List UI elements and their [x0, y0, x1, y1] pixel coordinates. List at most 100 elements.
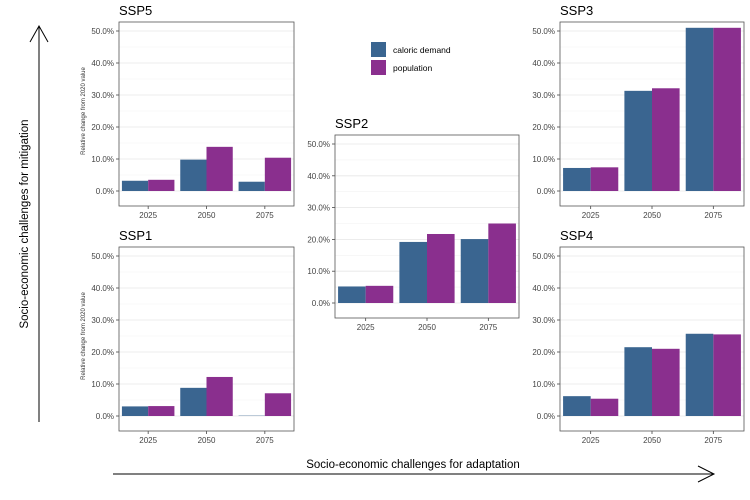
bar-ssp4-2025-caloric-demand — [563, 396, 591, 416]
bar-ssp4-2050-caloric-demand — [624, 347, 652, 416]
x-tick-label: 2050 — [643, 211, 661, 220]
panel-ssp5: SSP5 0.0% 10.0% 20.0% 30.0% 40.0% 50.0% 2025 205… — [81, 3, 295, 220]
x-tick-label: 2025 — [139, 211, 157, 220]
panel-title-ssp5: SSP5 — [119, 3, 152, 18]
y-tick-label: 0.0% — [537, 412, 555, 421]
bar-ssp2-2025-population — [365, 285, 394, 303]
bar-ssp2-2075-caloric-demand — [460, 239, 489, 303]
y-tick-label: 0.0% — [537, 187, 555, 196]
bar-ssp3-2050-population — [652, 88, 680, 191]
legend-swatch-caloric-demand — [371, 42, 386, 57]
bar-ssp3-2075-caloric-demand — [685, 27, 714, 191]
bar-ssp1-2050-caloric-demand — [180, 387, 207, 416]
y-tick-label: 30.0% — [532, 316, 555, 325]
x-tick-label: 2075 — [479, 323, 497, 332]
panel-frame — [559, 246, 745, 432]
panel-ssp4: SSP4 0.0% 10.0% 20.0% 30.0% 40.0% 50.0% 2025 205… — [532, 228, 745, 445]
legend-label-caloric-demand: caloric demand — [393, 45, 451, 55]
bar-ssp4-2075-caloric-demand — [685, 333, 714, 416]
bar-ssp5-2050-caloric-demand — [180, 159, 207, 191]
y-tick-label: 50.0% — [532, 252, 555, 261]
y-tick-label: 10.0% — [91, 380, 114, 389]
bar-ssp5-2025-caloric-demand — [121, 180, 149, 191]
bar-ssp1-2075-population — [264, 393, 292, 416]
bar-ssp1-2025-caloric-demand — [121, 406, 149, 416]
bar-ssp1-2050-population — [206, 376, 233, 416]
y-tick-label: 30.0% — [91, 316, 114, 325]
bar-ssp4-2075-population — [713, 334, 741, 416]
y-tick-label: 10.0% — [532, 380, 555, 389]
y-tick-label: 50.0% — [532, 27, 555, 36]
panel-ssp3: SSP3 0.0% 10.0% 20.0% 30.0% 40.0% 50.0% 2025 205… — [532, 3, 745, 220]
y-tick-label: 50.0% — [91, 27, 114, 36]
bar-ssp1-2025-population — [148, 406, 175, 416]
bar-ssp4-2025-population — [590, 398, 619, 416]
panel-title-ssp2: SSP2 — [335, 116, 368, 131]
bar-ssp5-2025-population — [148, 179, 175, 191]
x-tick-label: 2075 — [704, 436, 722, 445]
x-arrow-label: Socio-economic challenges for adaptation — [306, 459, 520, 471]
y-tick-label: 30.0% — [91, 91, 114, 100]
y-tick-label: 40.0% — [532, 59, 555, 68]
panel-frame — [334, 134, 520, 319]
y-tick-label: 10.0% — [91, 155, 114, 164]
y-arrow-label: Socio-economic challenges for mitigation — [19, 119, 31, 328]
bar-ssp2-2075-population — [488, 223, 516, 303]
x-tick-label: 2050 — [198, 436, 216, 445]
bar-ssp3-2075-population — [713, 27, 741, 191]
y-tick-label: 50.0% — [307, 140, 330, 149]
y-axis-label: Relative change from 2020 value — [81, 291, 87, 379]
y-tick-label: 20.0% — [307, 235, 330, 244]
x-tick-label: 2050 — [198, 211, 216, 220]
y-tick-label: 20.0% — [532, 348, 555, 357]
bar-ssp5-2050-population — [206, 146, 233, 191]
panel-title-ssp3: SSP3 — [560, 3, 593, 18]
panel-title-ssp1: SSP1 — [119, 228, 152, 243]
y-tick-label: 40.0% — [532, 284, 555, 293]
x-tick-label: 2075 — [256, 436, 274, 445]
legend: caloric demand population — [371, 42, 451, 75]
legend-label-population: population — [393, 63, 433, 73]
bar-ssp2-2025-caloric-demand — [338, 286, 366, 303]
bar-ssp5-2075-population — [264, 157, 292, 191]
bar-ssp5-2075-caloric-demand — [238, 181, 265, 191]
legend-swatch-population — [371, 60, 386, 75]
y-tick-label: 50.0% — [91, 252, 114, 261]
x-arrow — [113, 465, 716, 483]
y-tick-label: 40.0% — [91, 284, 114, 293]
y-tick-label: 0.0% — [312, 299, 330, 308]
y-tick-label: 30.0% — [307, 204, 330, 213]
bar-ssp4-2050-population — [652, 348, 680, 416]
bar-ssp3-2025-population — [590, 167, 619, 191]
panel-ssp1: SSP1 0.0% 10.0% 20.0% 30.0% 40.0% 50.0% 2025 205… — [81, 228, 295, 445]
panels: SSP5 0.0% 10.0% 20.0% 30.0% 40.0% 50.0% 2025 205… — [81, 3, 745, 445]
x-tick-label: 2025 — [139, 436, 157, 445]
y-tick-label: 0.0% — [96, 412, 114, 421]
panel-frame — [118, 246, 295, 432]
y-tick-label: 40.0% — [91, 59, 114, 68]
panel-frame — [118, 21, 295, 207]
y-axis-label: Relative change from 2020 value — [81, 66, 87, 154]
y-tick-label: 0.0% — [96, 187, 114, 196]
y-tick-label: 30.0% — [532, 91, 555, 100]
x-tick-label: 2050 — [643, 436, 661, 445]
y-tick-label: 20.0% — [91, 348, 114, 357]
x-tick-label: 2075 — [704, 211, 722, 220]
x-tick-label: 2025 — [582, 211, 600, 220]
y-tick-label: 10.0% — [307, 267, 330, 276]
bar-ssp3-2050-caloric-demand — [624, 90, 652, 191]
y-tick-label: 20.0% — [532, 123, 555, 132]
y-tick-label: 40.0% — [307, 172, 330, 181]
panel-ssp2: SSP2 0.0% 10.0% 20.0% 30.0% 40.0% 50.0% 2025 205… — [307, 116, 520, 332]
panel-frame — [559, 21, 745, 207]
y-arrow — [29, 24, 49, 422]
bar-ssp2-2050-population — [427, 233, 455, 303]
x-tick-label: 2025 — [357, 323, 375, 332]
x-tick-label: 2075 — [256, 211, 274, 220]
bar-ssp3-2025-caloric-demand — [563, 167, 591, 191]
x-tick-label: 2050 — [418, 323, 436, 332]
y-tick-label: 10.0% — [532, 155, 555, 164]
x-tick-label: 2025 — [582, 436, 600, 445]
y-tick-label: 20.0% — [91, 123, 114, 132]
panel-title-ssp4: SSP4 — [560, 228, 593, 243]
